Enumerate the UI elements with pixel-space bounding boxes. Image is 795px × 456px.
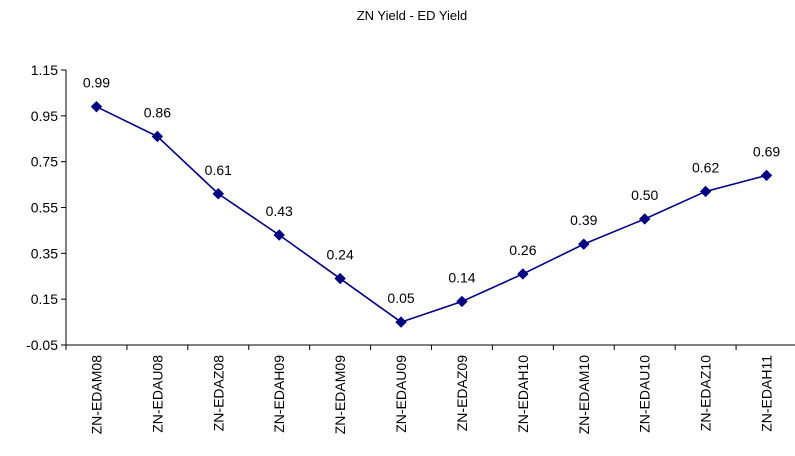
series-group — [90, 100, 773, 328]
data-point-marker — [578, 238, 590, 250]
x-category-label: ZN-EDAH10 — [515, 355, 531, 433]
data-point-marker — [90, 100, 103, 113]
y-tick-label: 0.15 — [31, 291, 58, 307]
x-category-label: ZN-EDAZ10 — [698, 355, 714, 431]
x-category-label: ZN-EDAH09 — [271, 355, 287, 433]
data-point-marker — [517, 268, 529, 280]
data-label: 0.14 — [448, 269, 475, 285]
data-label: 0.61 — [205, 162, 232, 178]
chart-title: ZN Yield - ED Yield — [357, 8, 468, 23]
data-point-marker — [273, 229, 285, 241]
data-label: 0.39 — [570, 212, 597, 228]
x-category-label: ZN-EDAZ08 — [210, 355, 226, 431]
x-category-label: ZN-EDAU08 — [149, 355, 165, 433]
data-label: 0.24 — [327, 247, 354, 263]
data-label: 0.99 — [83, 75, 110, 91]
y-tick-label: -0.05 — [26, 337, 58, 353]
x-category-labels: ZN-EDAM08 ZN-EDAU08 ZN-EDAZ08 ZN-EDAH09 ZN-E… — [88, 355, 774, 435]
y-tick-label: 0.35 — [31, 245, 58, 261]
y-tick-label: 1.15 — [31, 62, 58, 78]
data-point-marker — [760, 169, 773, 182]
data-point-marker — [334, 272, 346, 285]
data-label: 0.43 — [266, 203, 293, 219]
data-label: 0.50 — [631, 187, 658, 203]
data-label: 0.05 — [387, 290, 414, 306]
y-tick-label: 0.75 — [31, 154, 58, 170]
data-label: 0.26 — [509, 242, 536, 258]
axes — [61, 69, 795, 350]
x-category-label: ZN-EDAM10 — [576, 355, 592, 435]
data-label: 0.86 — [144, 104, 171, 120]
data-labels: 0.99 0.86 0.61 0.43 0.24 0.05 0.14 0.26 0.39 0.50… — [83, 75, 781, 306]
data-label: 0.62 — [692, 159, 719, 175]
y-tick-labels: -0.05 0.15 0.35 0.55 0.75 0.95 1.15 — [26, 62, 58, 353]
x-category-label: ZN-EDAU10 — [637, 355, 653, 433]
y-tick-label: 0.55 — [31, 200, 58, 216]
y-tick-label: 0.95 — [31, 108, 58, 124]
series-line — [96, 105, 767, 323]
x-category-label: ZN-EDAM08 — [88, 355, 104, 435]
data-point-marker — [699, 185, 712, 198]
data-point-marker — [395, 316, 407, 328]
data-point-marker — [151, 130, 164, 143]
x-category-label: ZN-EDAU09 — [393, 355, 409, 433]
x-category-label: ZN-EDAM09 — [332, 355, 348, 435]
x-category-label: ZN-EDAZ09 — [454, 355, 470, 431]
data-point-marker — [639, 213, 651, 225]
data-label: 0.69 — [753, 143, 780, 159]
data-point-marker — [456, 295, 468, 308]
x-category-label: ZN-EDAH11 — [759, 355, 775, 432]
data-point-marker — [212, 188, 224, 200]
